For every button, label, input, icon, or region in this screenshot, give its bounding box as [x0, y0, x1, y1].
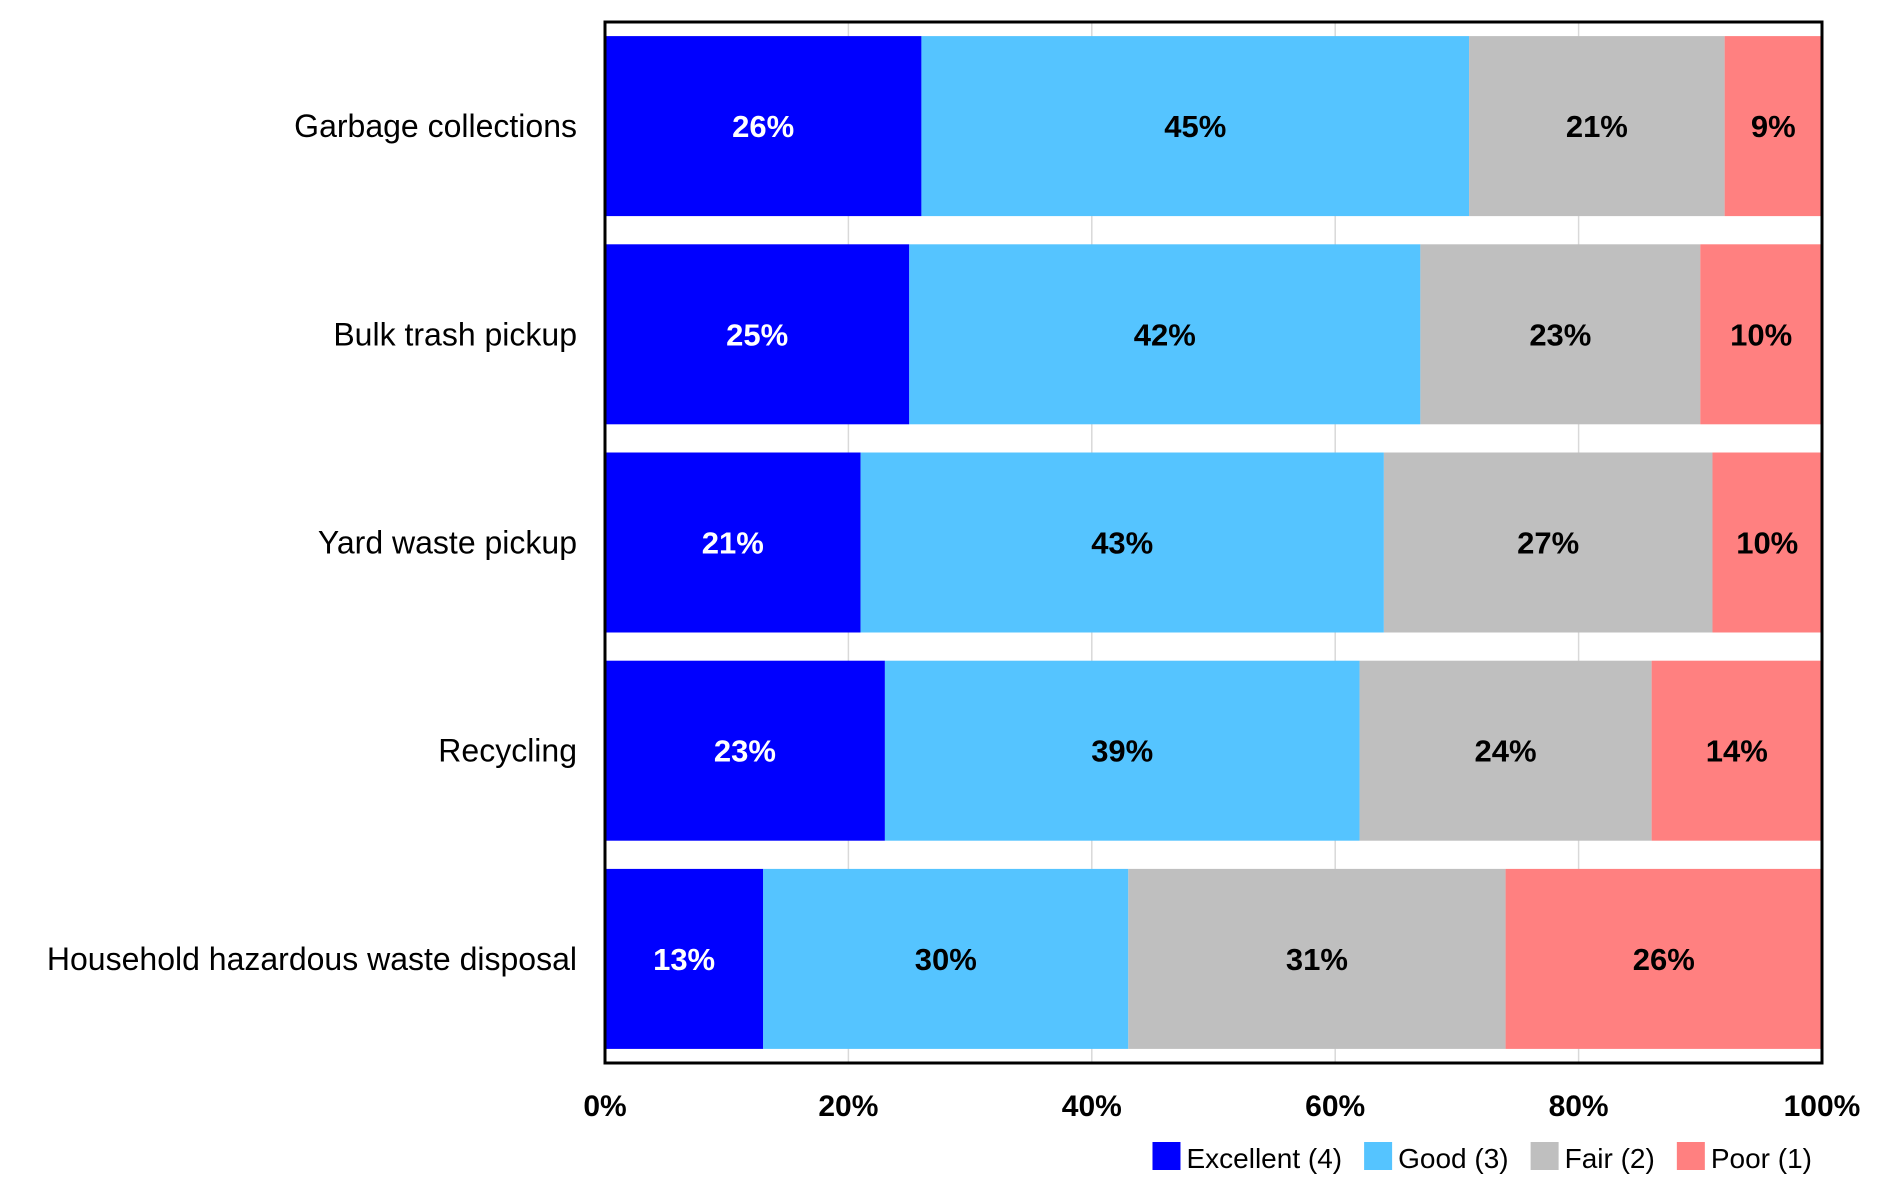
category-label: Yard waste pickup	[318, 525, 577, 561]
bar-segment	[1469, 36, 1725, 217]
x-tick-label: 100%	[1784, 1090, 1861, 1123]
category-label: Household hazardous waste disposal	[47, 941, 577, 977]
data-label: 27%	[1517, 526, 1579, 561]
legend-label: Good (3)	[1398, 1143, 1509, 1174]
data-label: 23%	[714, 734, 776, 769]
category-label: Bulk trash pickup	[333, 316, 577, 352]
bar-segment	[921, 36, 1470, 217]
legend-item: Good (3)	[1364, 1142, 1509, 1174]
data-label: 45%	[1164, 109, 1226, 144]
data-label: 26%	[732, 109, 794, 144]
bar-segment	[605, 660, 885, 841]
x-tick-label: 40%	[1062, 1090, 1122, 1123]
legend-label: Fair (2)	[1565, 1143, 1655, 1174]
legend: Excellent (4) Good (3) Fair (2) Poor (1)	[1152, 1142, 1812, 1174]
legend-swatch	[1530, 1142, 1559, 1170]
x-axis-tick-labels: 0% 20% 40% 60% 80% 100%	[583, 1090, 1860, 1123]
bar-segment	[1651, 660, 1822, 841]
data-label: 25%	[726, 317, 788, 352]
data-label: 14%	[1706, 734, 1768, 769]
bar-segment	[1700, 244, 1822, 425]
legend-label: Poor (1)	[1711, 1143, 1812, 1174]
bar-segment	[1712, 452, 1822, 633]
legend-item: Fair (2)	[1530, 1142, 1655, 1174]
legend-swatch	[1676, 1142, 1705, 1170]
data-label: 10%	[1736, 526, 1798, 561]
bar-segment	[605, 452, 861, 633]
bar-segment	[1505, 868, 1822, 1049]
legend-swatch	[1364, 1142, 1393, 1170]
category-label: Recycling	[438, 733, 577, 769]
bar-segment	[860, 452, 1384, 633]
data-label: 30%	[915, 942, 977, 977]
bars	[605, 36, 1822, 1049]
bar-segment	[605, 36, 922, 217]
data-label: 13%	[653, 942, 715, 977]
bar-segment	[1359, 660, 1652, 841]
legend-item: Excellent (4)	[1152, 1142, 1342, 1174]
data-label: 10%	[1730, 317, 1792, 352]
bar-segment	[884, 660, 1360, 841]
bar-segment	[1383, 452, 1713, 633]
data-label: 26%	[1633, 942, 1695, 977]
data-label: 23%	[1529, 317, 1591, 352]
data-label: 43%	[1091, 526, 1153, 561]
bar-segment	[1128, 868, 1506, 1049]
x-tick-label: 0%	[583, 1090, 626, 1123]
x-tick-label: 20%	[818, 1090, 878, 1123]
data-label: 24%	[1475, 734, 1537, 769]
plot-area-frame	[603, 20, 1824, 1065]
category-labels: Garbage collections Bulk trash pickup Yard…	[47, 108, 577, 977]
data-label: 21%	[1566, 109, 1628, 144]
legend-label: Excellent (4)	[1186, 1143, 1342, 1174]
bar-segment	[605, 868, 764, 1049]
bar-segment	[909, 244, 1421, 425]
x-tick-label: 80%	[1549, 1090, 1609, 1123]
bar-segment	[763, 868, 1129, 1049]
category-label: Garbage collections	[294, 108, 577, 144]
data-label: 9%	[1751, 109, 1796, 144]
bar-segment	[1420, 244, 1701, 425]
data-label: 39%	[1091, 734, 1153, 769]
x-tick-label: 60%	[1305, 1090, 1365, 1123]
data-labels: 26% 45% 21% 9% 25% 42% 23% 10% 21% 43% 27% 10% 23% 39…	[653, 109, 1798, 977]
bar-segment	[1724, 36, 1822, 217]
data-label: 31%	[1286, 942, 1348, 977]
data-label: 21%	[702, 526, 764, 561]
legend-item: Poor (1)	[1676, 1142, 1812, 1174]
bar-segment	[605, 244, 910, 425]
legend-swatch	[1152, 1142, 1181, 1170]
data-label: 42%	[1134, 317, 1196, 352]
